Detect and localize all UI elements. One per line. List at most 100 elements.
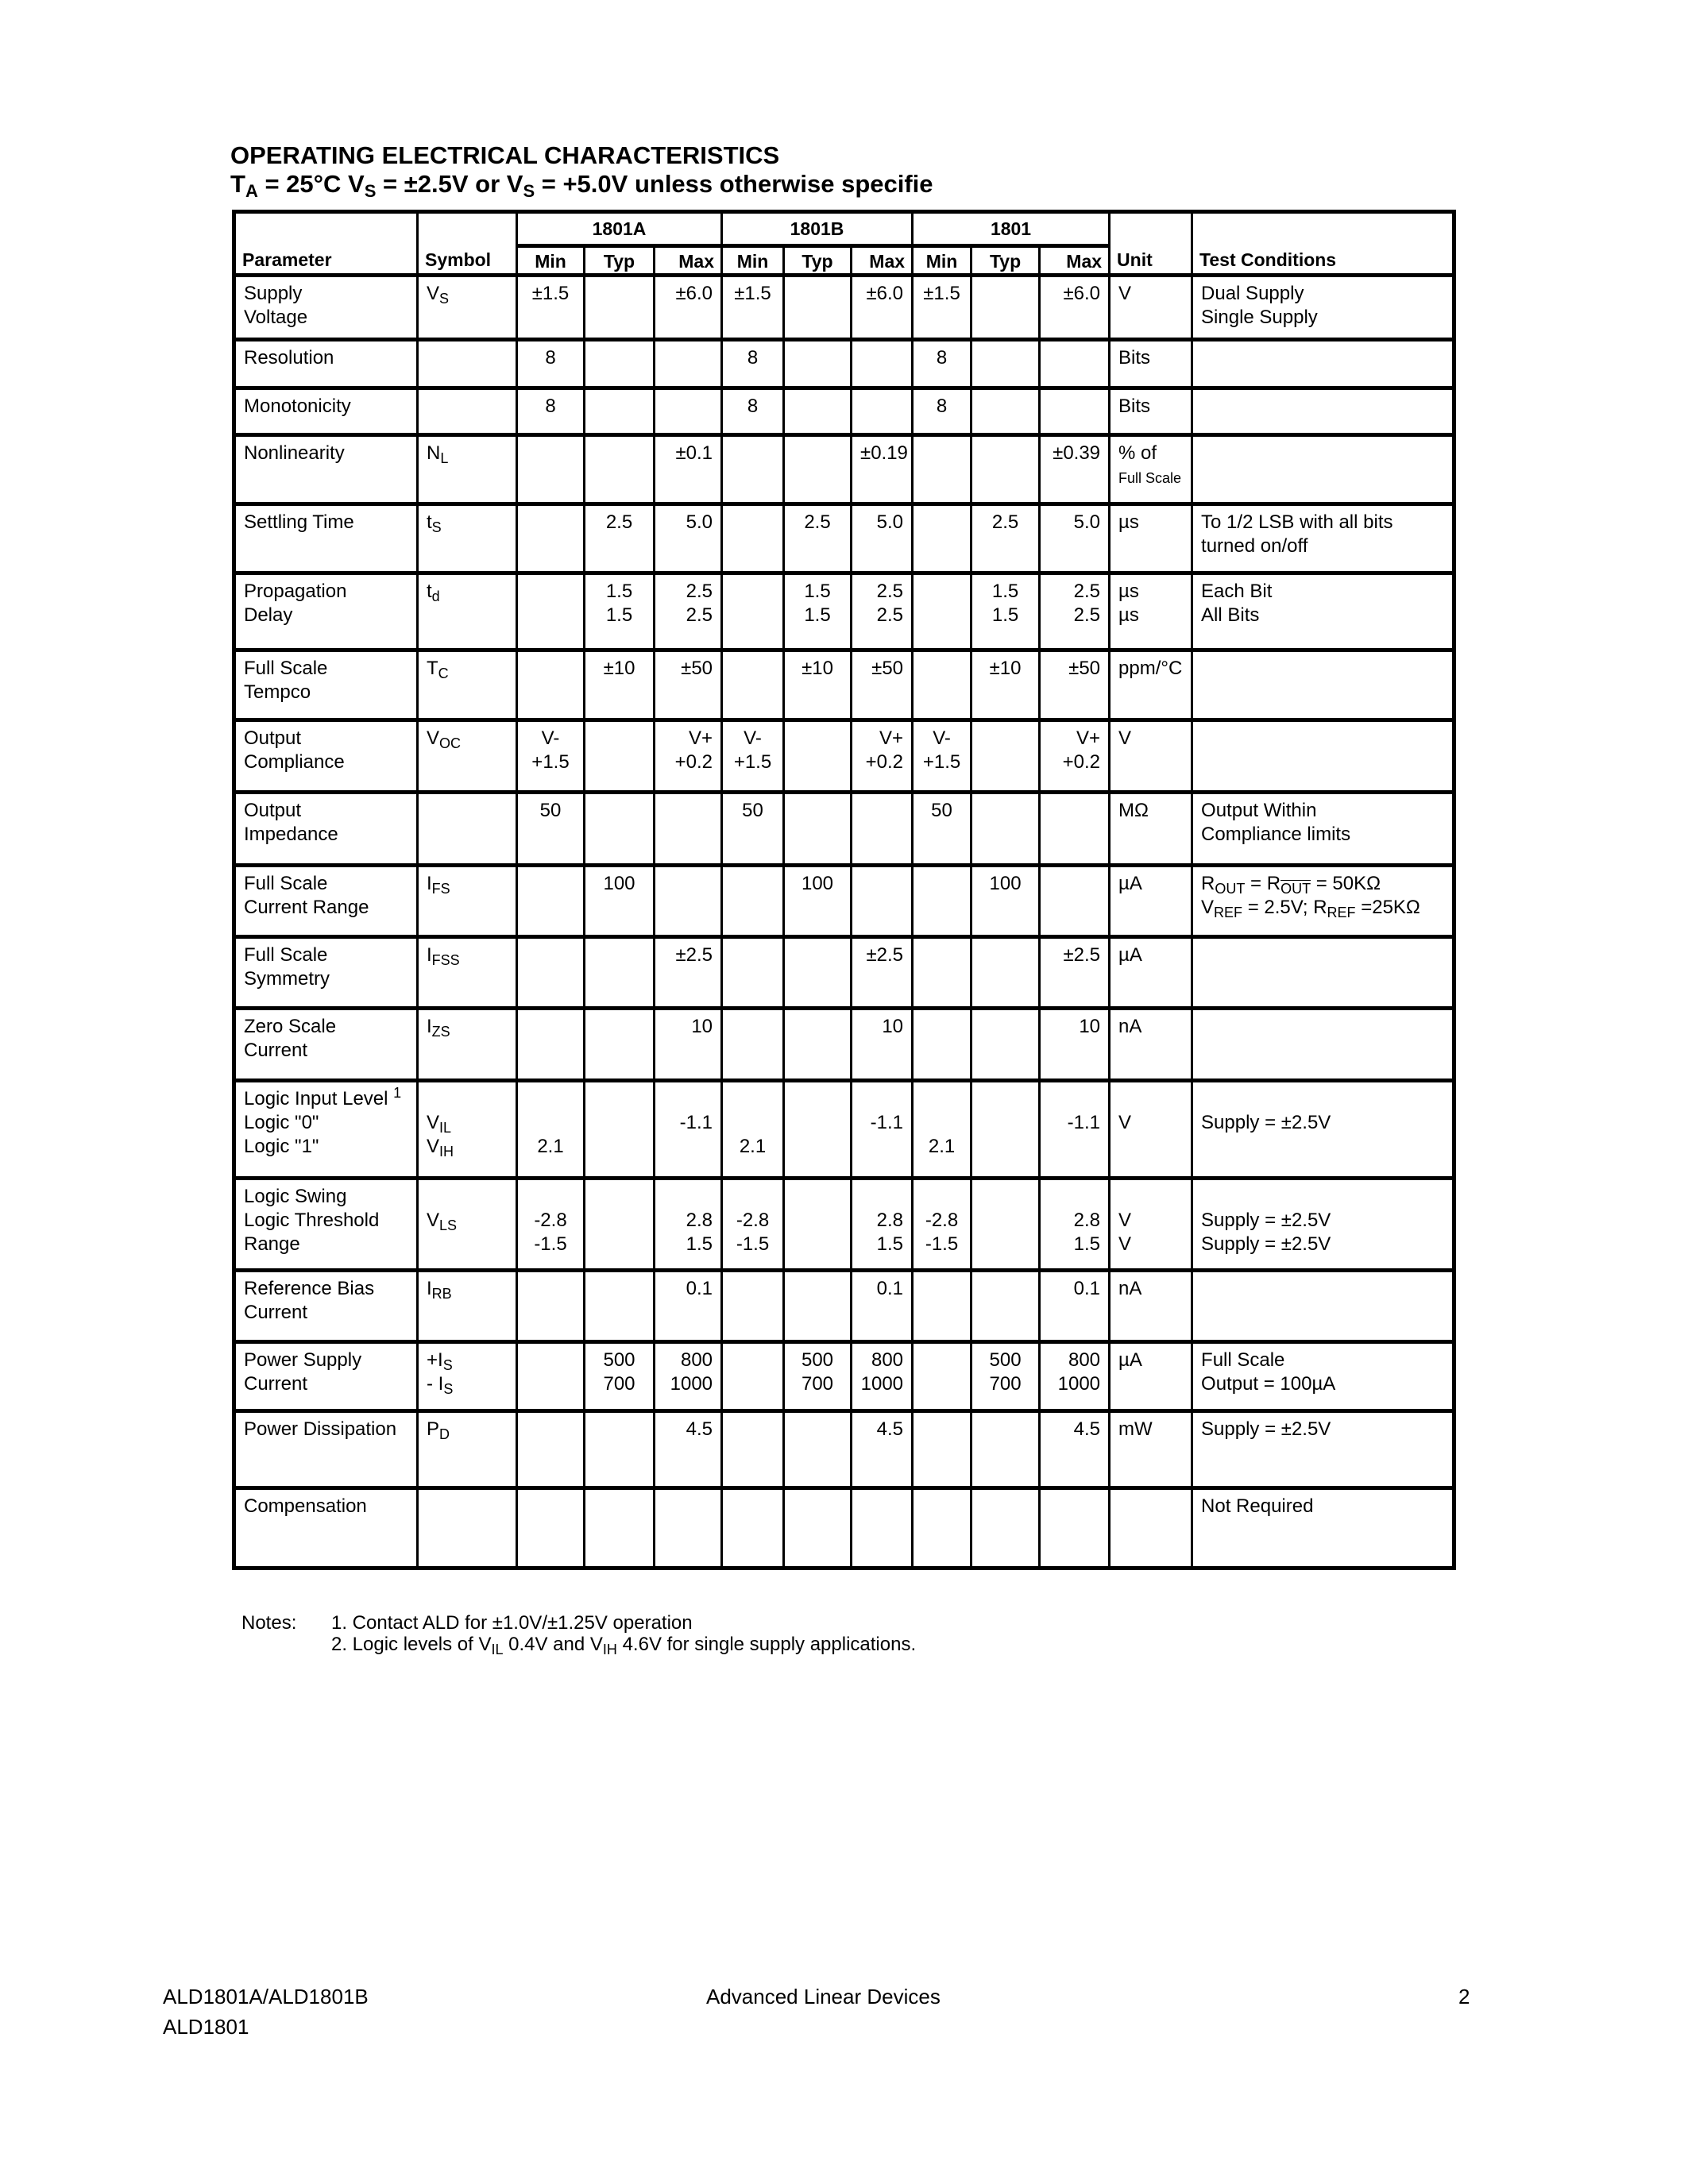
parameter-cell-line: Compensation bbox=[244, 1495, 367, 1517]
min-cell-line: 8 bbox=[747, 396, 759, 417]
parameter-cell-line: Symmetry bbox=[244, 968, 330, 990]
min-cell: -2.8 -1.5 bbox=[720, 1176, 786, 1272]
max-cell-line: 4.5 bbox=[1073, 1418, 1101, 1440]
typ-cell bbox=[782, 1176, 853, 1272]
max-cell-line: 2.8 bbox=[686, 1210, 713, 1231]
unit-cell-line: µs bbox=[1118, 604, 1139, 626]
test-conditions-cell bbox=[1191, 935, 1456, 1010]
max-cell: 4.5 bbox=[850, 1409, 914, 1490]
test-conditions-cell-line: ROUT = ROUT = 50KΩ bbox=[1201, 873, 1381, 897]
max-cell: ±6.0 bbox=[652, 273, 724, 341]
max-cell: ±0.39 bbox=[1038, 433, 1111, 506]
typ-cell bbox=[782, 386, 853, 437]
symbol-cell: VOC bbox=[416, 718, 518, 794]
table-row: Propagation Delay td 1.5 1.5 2.5 2.5 1.5 1.5 2.5 2… bbox=[233, 571, 1456, 652]
min-cell: 2.1 bbox=[516, 1078, 585, 1180]
symbol-cell: VLS bbox=[416, 1176, 518, 1272]
max-cell-line: -1.1 bbox=[1067, 1112, 1101, 1133]
min-cell-line: 8 bbox=[936, 347, 948, 369]
max-cell-line: ±2.5 bbox=[866, 944, 904, 966]
unit-cell-line: µA bbox=[1118, 944, 1142, 966]
max-cell: -1.1 bbox=[1038, 1078, 1111, 1180]
max-cell bbox=[850, 790, 914, 867]
symbol-cell bbox=[416, 1486, 518, 1570]
test-conditions-cell: Dual Supply Single Supply bbox=[1191, 273, 1456, 341]
parameter-cell-line: Current bbox=[244, 1040, 308, 1061]
header-max: Max bbox=[1038, 244, 1111, 277]
typ-cell bbox=[583, 1268, 655, 1344]
typ-cell bbox=[583, 433, 655, 506]
min-cell: 8 bbox=[720, 338, 786, 390]
min-cell: 50 bbox=[516, 790, 585, 867]
min-cell-line: 2.1 bbox=[928, 1136, 956, 1157]
test-conditions-cell: Supply = ±2.5V Supply = ±2.5V bbox=[1191, 1176, 1456, 1272]
min-cell-line: -2.8 bbox=[925, 1210, 959, 1231]
max-cell bbox=[1038, 790, 1111, 867]
min-cell: 8 bbox=[720, 386, 786, 437]
page-number: 2 bbox=[1458, 1985, 1470, 2008]
typ-cell bbox=[782, 273, 853, 341]
typ-cell bbox=[970, 790, 1041, 867]
table-row: Monotonicity 8 8 8 Bits bbox=[233, 386, 1456, 437]
symbol-cell-line: PD bbox=[427, 1418, 450, 1442]
header-max: Max bbox=[850, 244, 914, 277]
max-cell-line: ±2.5 bbox=[675, 944, 713, 966]
parameter-cell-line: Range bbox=[244, 1233, 300, 1255]
parameter-cell-line: Full Scale bbox=[244, 873, 328, 894]
symbol-cell-line: TC bbox=[427, 658, 449, 681]
symbol-cell bbox=[416, 790, 518, 867]
symbol-cell-line: VIL bbox=[427, 1112, 452, 1136]
typ-cell bbox=[583, 1176, 655, 1272]
max-cell-line: 2.5 bbox=[686, 581, 713, 602]
max-cell-line: ±2.5 bbox=[1063, 944, 1101, 966]
min-cell: -2.8 -1.5 bbox=[911, 1176, 973, 1272]
min-cell: 8 bbox=[911, 338, 973, 390]
note-item: 2. Logic levels of VIL 0.4V and VIH 4.6V… bbox=[331, 1634, 917, 1657]
typ-cell bbox=[970, 1409, 1041, 1490]
symbol-cell bbox=[416, 338, 518, 390]
min-cell-line: -2.8 bbox=[736, 1210, 770, 1231]
min-cell-line: V- bbox=[541, 727, 560, 749]
max-cell: 800 1000 bbox=[850, 1340, 914, 1413]
max-cell-line: 0.1 bbox=[876, 1278, 904, 1299]
typ-cell bbox=[970, 1268, 1041, 1344]
max-cell: 0.1 bbox=[652, 1268, 724, 1344]
min-cell bbox=[911, 1409, 973, 1490]
symbol-cell: IRB bbox=[416, 1268, 518, 1344]
min-cell: V- +1.5 bbox=[516, 718, 585, 794]
max-cell bbox=[652, 790, 724, 867]
unit-cell-line bbox=[1118, 1185, 1183, 1209]
parameter-cell: Output Compliance bbox=[233, 718, 419, 794]
max-cell: ±0.1 bbox=[652, 433, 724, 506]
symbol-cell-line: VOC bbox=[427, 727, 462, 751]
max-cell-line: 5.0 bbox=[686, 511, 713, 533]
max-cell-line: 800 bbox=[680, 1349, 713, 1371]
min-cell bbox=[516, 502, 585, 575]
parameter-cell-line: Delay bbox=[244, 604, 293, 626]
max-cell: ±2.5 bbox=[652, 935, 724, 1010]
max-cell: 2.8 1.5 bbox=[850, 1176, 914, 1272]
max-cell-line: 1000 bbox=[860, 1373, 904, 1395]
symbol-cell-line: - IS bbox=[427, 1373, 454, 1397]
max-cell: 0.1 bbox=[850, 1268, 914, 1344]
unit-cell-line: nA bbox=[1118, 1016, 1142, 1037]
typ-cell-line: 100 bbox=[603, 873, 635, 894]
parameter-cell: Compensation bbox=[233, 1486, 419, 1570]
min-cell-line bbox=[526, 1185, 575, 1209]
notes-label: Notes: bbox=[241, 1612, 297, 1634]
symbol-cell-line: IFSS bbox=[427, 944, 460, 968]
max-cell: 800 1000 bbox=[652, 1340, 724, 1413]
max-cell bbox=[652, 1486, 724, 1570]
max-cell-line: ±6.0 bbox=[1063, 283, 1101, 304]
header-test-conditions: Test Conditions bbox=[1191, 210, 1456, 277]
max-cell-line: 2.5 bbox=[1073, 581, 1101, 602]
min-cell-line: 8 bbox=[936, 396, 948, 417]
table-row: Supply Voltage VS ±1.5 ±6.0 ±1.5 ±6.0 ±1.5 ±6.0 V… bbox=[233, 273, 1456, 341]
unit-cell: mW bbox=[1108, 1409, 1194, 1490]
max-cell: ±0.19 bbox=[850, 433, 914, 506]
max-cell: ±6.0 bbox=[1038, 273, 1111, 341]
max-cell: 2.5 2.5 bbox=[850, 571, 914, 652]
unit-cell: µA bbox=[1108, 935, 1194, 1010]
max-cell: 5.0 bbox=[1038, 502, 1111, 575]
